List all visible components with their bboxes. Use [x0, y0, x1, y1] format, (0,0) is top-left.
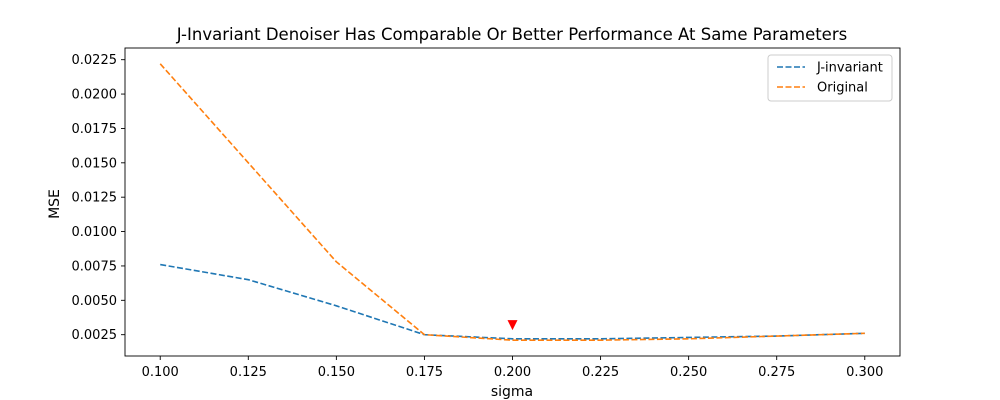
x-axis-label: sigma: [491, 384, 533, 400]
y-axis-label: MSE: [47, 189, 63, 219]
y-tick-label: 0.0050: [72, 294, 118, 309]
marker-triangle-down: [507, 320, 518, 331]
x-tick-label: 0.250: [670, 365, 707, 380]
x-tick-label: 0.275: [758, 365, 795, 380]
x-tick-label: 0.150: [318, 365, 355, 380]
legend: J-invariant Original: [767, 54, 893, 102]
x-axis-ticks: 0.100 0.125 0.150 0.175 0.200 0.225 0.250 0.275…: [142, 356, 883, 380]
x-tick-label: 0.300: [846, 365, 883, 380]
legend-label-original: Original: [817, 81, 868, 96]
y-tick-label: 0.0225: [72, 53, 118, 68]
legend-label-j-invariant: J-invariant: [816, 61, 883, 76]
y-tick-label: 0.0150: [72, 156, 118, 171]
y-tick-label: 0.0175: [72, 122, 118, 137]
y-tick-label: 0.0100: [72, 225, 118, 240]
y-axis-ticks: 0.0025 0.0050 0.0075 0.0100 0.0125 0.0150 0.01…: [72, 53, 125, 343]
y-tick-label: 0.0075: [72, 259, 118, 274]
x-tick-label: 0.100: [142, 365, 179, 380]
x-tick-label: 0.200: [494, 365, 531, 380]
y-tick-label: 0.0025: [72, 328, 118, 343]
y-tick-label: 0.0200: [72, 88, 118, 103]
x-tick-label: 0.175: [406, 365, 443, 380]
x-tick-label: 0.125: [230, 365, 267, 380]
series-line-original: [159, 63, 865, 341]
y-tick-label: 0.0125: [72, 191, 118, 206]
chart-title: J-Invariant Denoiser Has Comparable Or B…: [176, 25, 847, 44]
x-tick-label: 0.225: [582, 365, 619, 380]
